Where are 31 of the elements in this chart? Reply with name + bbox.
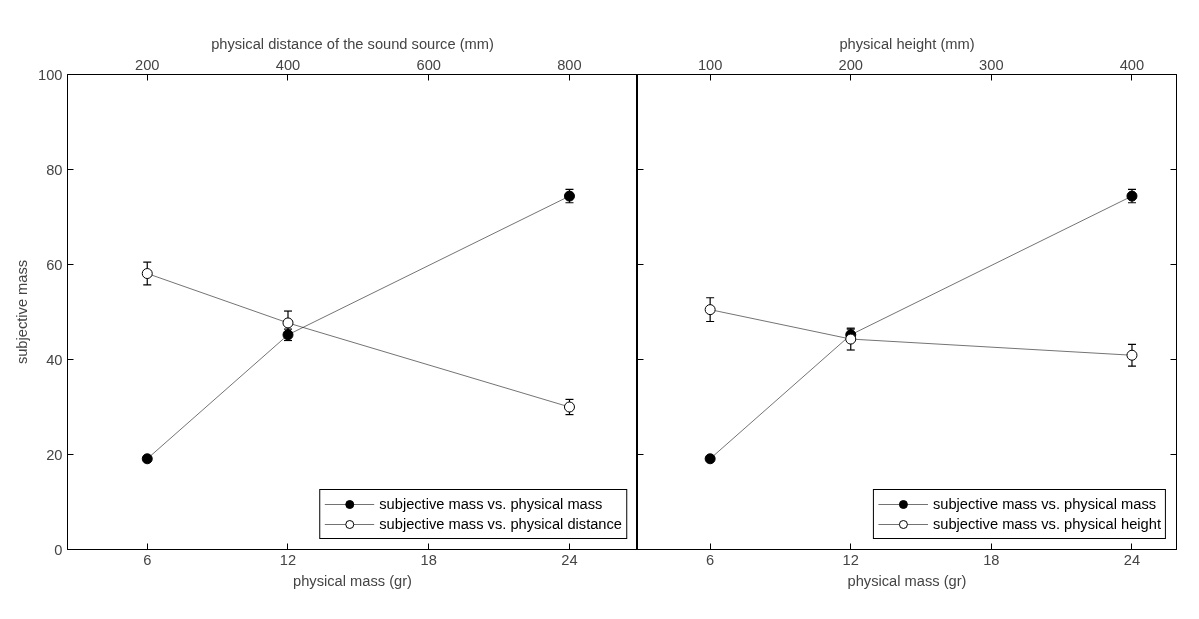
y-tick-label: 40 [46, 351, 63, 368]
y-tick-label: 100 [38, 66, 63, 83]
x-tick-label: 24 [1123, 551, 1141, 568]
x-tick-label: 18 [420, 551, 437, 568]
x-tick-label: 12 [279, 551, 297, 568]
x2-tick-label: 200 [838, 56, 864, 73]
y-tick-label: 0 [54, 541, 63, 558]
x-axis-title: physical mass (gr) [293, 572, 412, 589]
legend-label: subjective mass vs. physical mass [932, 495, 1157, 514]
y-tick-label: 60 [46, 256, 63, 273]
x2-tick-label: 100 [697, 56, 723, 73]
x2-tick-label: 300 [979, 56, 1004, 73]
x2-tick-label: 200 [135, 56, 160, 73]
x-tick-label: 12 [842, 551, 859, 568]
x2-tick-label: 600 [416, 56, 441, 73]
x2-tick-label: 400 [275, 56, 301, 73]
legend-label: subjective mass vs. physical distance [379, 515, 622, 534]
y-axis-title: subjective mass [14, 259, 31, 365]
x2-tick-label: 800 [557, 56, 582, 73]
legend-label: subjective mass vs. physical mass [379, 495, 603, 514]
x-tick-label: 6 [706, 551, 715, 568]
x-axis-title: physical mass (gr) [847, 572, 967, 589]
x-tick-label: 24 [561, 551, 578, 568]
x2-axis-title: physical distance of the sound source (mm) [211, 35, 494, 52]
x2-axis-title: physical height (mm) [839, 35, 975, 52]
x-tick-label: 6 [143, 551, 152, 568]
y-tick-label: 80 [46, 161, 63, 178]
y-tick-label: 20 [46, 446, 63, 463]
x-tick-label: 18 [983, 551, 1000, 568]
x2-tick-label: 400 [1119, 56, 1145, 73]
legend-label: subjective mass vs. physical height [932, 515, 1161, 534]
